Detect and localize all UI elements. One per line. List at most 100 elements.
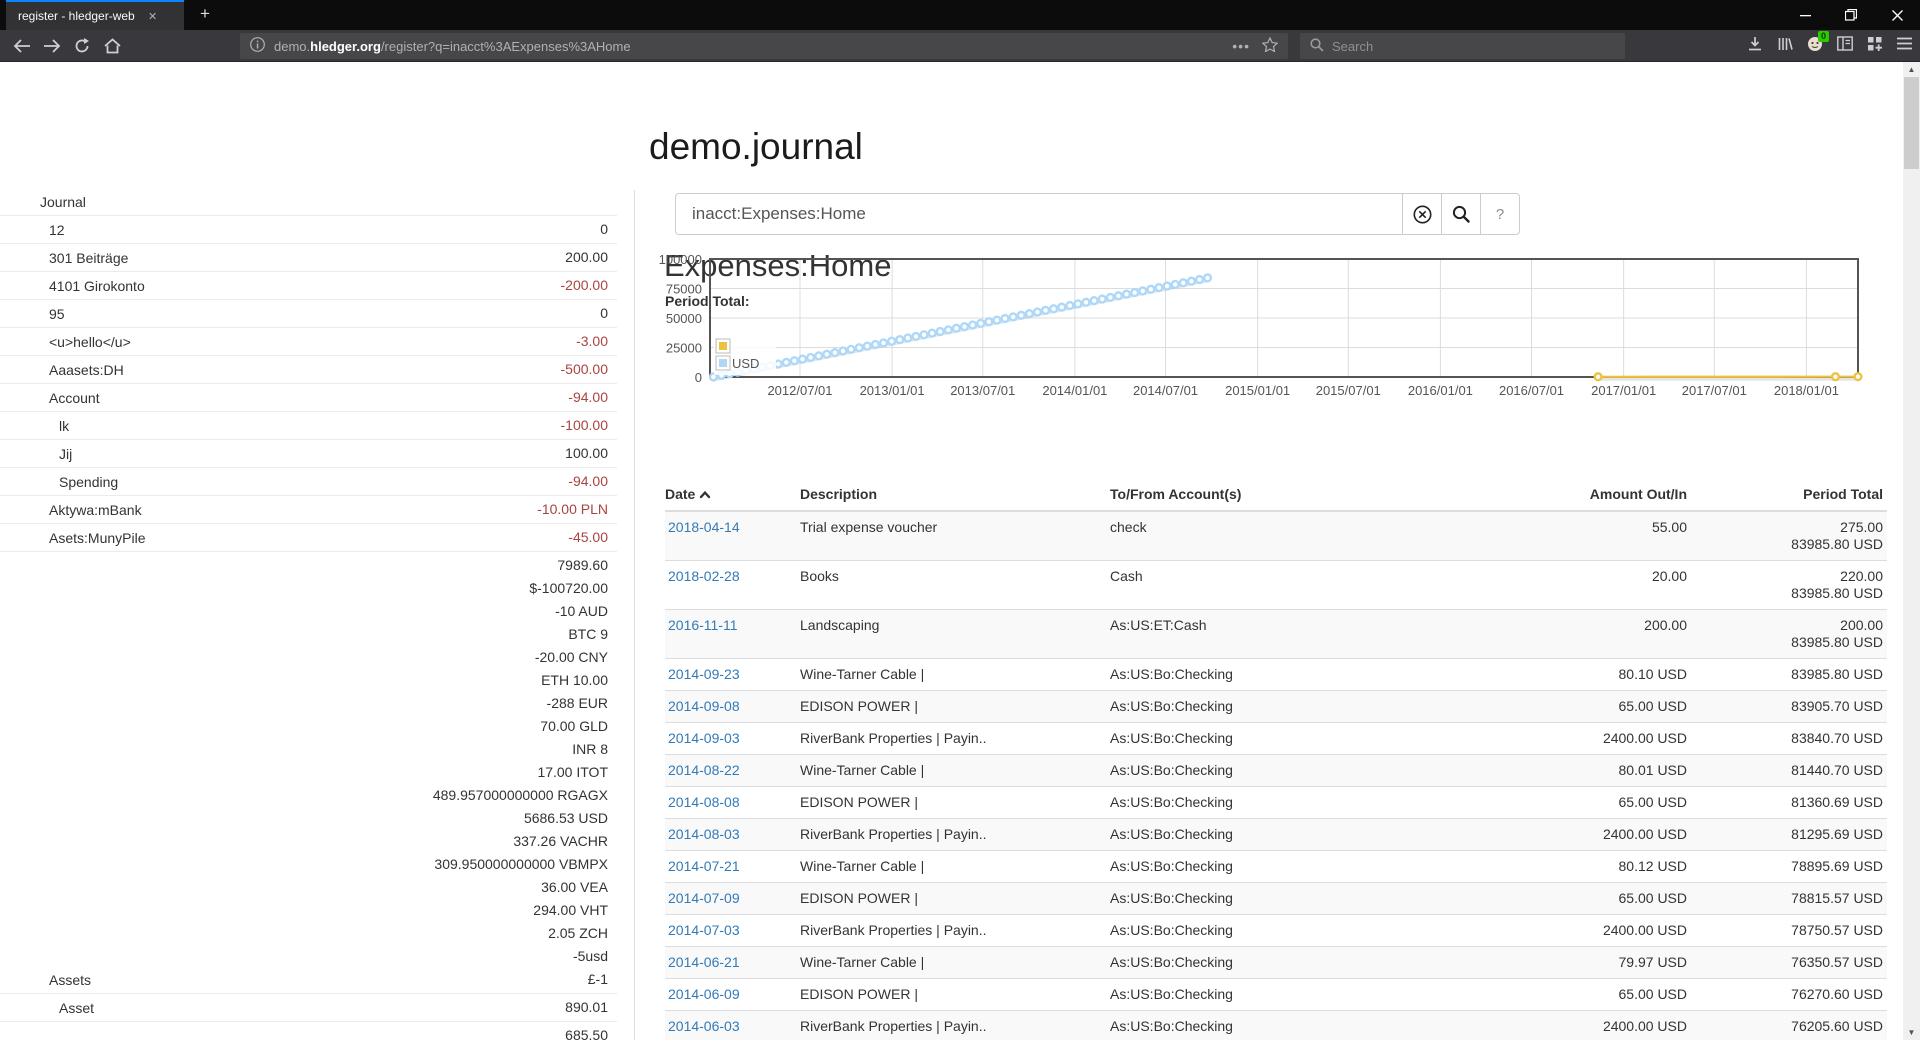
sidebar-account-link[interactable]: 95	[49, 306, 65, 322]
register-row[interactable]: 2016-11-11 Landscaping As:US:ET:Cash 200.00…	[665, 609, 1887, 659]
sidebar-account-link[interactable]: Spending	[59, 474, 119, 490]
downloads-icon[interactable]	[1747, 36, 1763, 57]
transaction-date-link[interactable]: 2014-09-03	[668, 730, 740, 746]
svg-text:2015/01/01: 2015/01/01	[1225, 383, 1290, 398]
register-row[interactable]: 2014-07-09 EDISON POWER | As:US:Bo:Checkin…	[665, 882, 1887, 915]
transaction-amount: 55.00	[1490, 511, 1687, 561]
register-row[interactable]: 2014-07-03 RiverBank Properties | Payin..…	[665, 914, 1887, 947]
menu-hamburger-icon[interactable]	[1897, 37, 1912, 55]
site-info-icon[interactable]	[250, 37, 265, 55]
page-actions-icon[interactable]: •••	[1232, 38, 1250, 54]
sidebar-account-link[interactable]: Assets	[49, 972, 92, 988]
transaction-account: As:US:Bo:Checking	[1110, 850, 1490, 883]
transaction-date-link[interactable]: 2016-11-11	[668, 617, 738, 633]
transaction-date-link[interactable]: 2018-04-14	[668, 519, 740, 535]
browser-tab[interactable]: register - hledger-web ✕	[6, 0, 184, 30]
transaction-date-link[interactable]: 2014-08-08	[668, 794, 740, 810]
sidebar-account-link[interactable]: 4101 Girokonto	[49, 278, 145, 294]
register-row[interactable]: 2014-08-03 RiverBank Properties | Payin..…	[665, 818, 1887, 851]
scroll-up-icon[interactable]: ▲	[1907, 65, 1916, 74]
register-row[interactable]: 2014-06-09 EDISON POWER | As:US:Bo:Checkin…	[665, 978, 1887, 1011]
sidebar-account-link[interactable]: Asset	[59, 1000, 95, 1016]
transaction-date-link[interactable]: 2018-02-28	[668, 568, 740, 584]
sidebar-journal-link[interactable]: Journal	[40, 194, 86, 210]
period-total-chart[interactable]: 0 25000 50000 75000 100000 2012/07/01 2013/01/…	[0, 62, 1903, 472]
register-row[interactable]: 2014-09-08 EDISON POWER | As:US:Bo:Checkin…	[665, 690, 1887, 723]
search-submit-button[interactable]	[1441, 193, 1481, 235]
register-row[interactable]: 2018-04-14 Trial expense voucher check 55.0…	[665, 511, 1887, 561]
page-scrollbar[interactable]: ▲ ▼	[1903, 62, 1920, 1040]
col-header-amount[interactable]: Amount Out/In	[1490, 474, 1687, 512]
tab-close-icon[interactable]: ✕	[148, 10, 158, 23]
transaction-date-link[interactable]: 2014-08-22	[668, 762, 740, 778]
register-row[interactable]: 2014-06-21 Wine-Tarner Cable | As:US:Bo:Ch…	[665, 946, 1887, 979]
register-row[interactable]: 2014-07-21 Wine-Tarner Cable | As:US:Bo:Ch…	[665, 850, 1887, 883]
period-total: 81440.70 USD	[1687, 754, 1887, 787]
register-row[interactable]: 2014-09-23 Wine-Tarner Cable | As:US:Bo:Ch…	[665, 658, 1887, 691]
sidebar-account-link[interactable]: Asets:MunyPile	[49, 530, 146, 546]
scroll-down-icon[interactable]: ▼	[1907, 1028, 1916, 1037]
url-bar[interactable]: demo.hledger.org/register?q=inacct%3AExp…	[240, 33, 1288, 59]
scrollbar-thumb[interactable]	[1904, 77, 1919, 169]
register-row[interactable]: 2014-08-08 EDISON POWER | As:US:Bo:Checkin…	[665, 786, 1887, 819]
transaction-date-link[interactable]: 2014-06-09	[668, 986, 740, 1002]
period-total: 78895.69 USD	[1687, 850, 1887, 883]
browser-search-field[interactable]: Search	[1300, 33, 1625, 59]
back-button[interactable]	[12, 37, 32, 55]
forward-button[interactable]	[42, 37, 62, 55]
sidebar-account-link[interactable]: Account	[49, 390, 100, 406]
library-icon[interactable]	[1777, 36, 1793, 57]
transaction-date-link[interactable]: 2014-06-03	[668, 1018, 740, 1034]
window-close-button[interactable]	[1874, 0, 1920, 30]
transaction-date-link[interactable]: 2014-08-03	[668, 826, 740, 842]
sidebar-account-link[interactable]: 301 Beiträge	[49, 250, 129, 266]
new-tab-button[interactable]: +	[200, 4, 210, 23]
help-button[interactable]: ?	[1480, 193, 1520, 235]
svg-text:2014/01/01: 2014/01/01	[1042, 383, 1107, 398]
account-balance: -94.00	[568, 389, 608, 405]
transaction-account: As:US:Bo:Checking	[1110, 690, 1490, 723]
bookmark-star-icon[interactable]	[1261, 36, 1279, 55]
col-header-total[interactable]: Period Total	[1687, 474, 1887, 512]
register-row[interactable]: 2018-02-28 Books Cash 20.00 220.00 83985.80 U…	[665, 560, 1887, 610]
extension-badge: 0	[1817, 30, 1829, 42]
transaction-date-link[interactable]: 2014-07-03	[668, 922, 740, 938]
query-input[interactable]	[675, 193, 1403, 235]
col-header-description[interactable]: Description	[800, 474, 1110, 512]
sidebar-account-link[interactable]: Jij	[59, 446, 73, 462]
refresh-button[interactable]	[72, 37, 92, 55]
account-balance: 7989.60 $-100720.00 -10 AUD BTC 9 -20.00 CNY…	[432, 557, 608, 987]
svg-text:USD: USD	[732, 356, 759, 371]
transaction-description: RiverBank Properties | Payin..	[800, 914, 1110, 947]
window-restore-button[interactable]	[1828, 0, 1874, 30]
transaction-date-link[interactable]: 2014-07-09	[668, 890, 740, 906]
sidebar-account-link[interactable]: lk	[59, 418, 70, 434]
transaction-account: As:US:Bo:Checking	[1110, 754, 1490, 787]
sidebar-account-row: 301 Beiträge 200.00	[0, 243, 617, 271]
page-content: demo.journal Journal 12 0 301 Beiträge 200.0…	[0, 62, 1903, 1040]
sidebar-account-link[interactable]: Aktywa:mBank	[49, 502, 142, 518]
sidebar-toggle-icon[interactable]	[1837, 36, 1853, 56]
register-row[interactable]: 2014-06-03 RiverBank Properties | Payin..…	[665, 1010, 1887, 1040]
register-row[interactable]: 2014-09-03 RiverBank Properties | Payin..…	[665, 722, 1887, 755]
transaction-date-link[interactable]: 2014-09-08	[668, 698, 740, 714]
transaction-description: Wine-Tarner Cable |	[800, 658, 1110, 691]
transaction-amount: 200.00	[1490, 609, 1687, 659]
sidebar-account-link[interactable]: Aaasets:DH	[49, 362, 124, 378]
transaction-date-link[interactable]: 2014-07-21	[668, 858, 740, 874]
transaction-amount: 80.10 USD	[1490, 658, 1687, 691]
sidebar-account-link[interactable]: 12	[49, 222, 65, 238]
transaction-date-link[interactable]: 2014-06-21	[668, 954, 740, 970]
home-button[interactable]	[102, 37, 122, 55]
apps-grid-icon[interactable]	[1867, 36, 1883, 57]
window-minimize-button[interactable]	[1782, 0, 1828, 30]
col-header-account[interactable]: To/From Account(s)	[1110, 474, 1490, 512]
transaction-description: Wine-Tarner Cable |	[800, 754, 1110, 787]
period-total: 76205.60 USD	[1687, 1010, 1887, 1040]
register-row[interactable]: 2014-08-22 Wine-Tarner Cable | As:US:Bo:Ch…	[665, 754, 1887, 787]
sidebar-account-row: Cash685.50$-15.00-10 AUD-30.00 USD	[0, 1021, 617, 1040]
sidebar-account-link[interactable]: <u>hello</u>	[49, 334, 131, 350]
col-header-date[interactable]: Date	[665, 474, 800, 512]
extension-icon[interactable]: 0	[1807, 30, 1829, 57]
transaction-date-link[interactable]: 2014-09-23	[668, 666, 740, 682]
